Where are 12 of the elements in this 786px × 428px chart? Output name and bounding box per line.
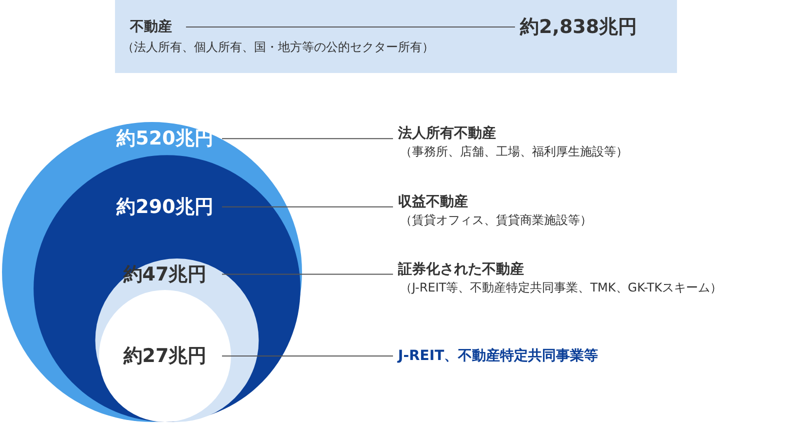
data-label: 約290兆円 <box>116 196 214 218</box>
text: （賃貸オフィス、賃貸商業施設等） <box>400 212 592 227</box>
text: （J-REIT等、不動産特定共同事業、TMK、GK-TKスキーム） <box>400 280 722 294</box>
category-label: 証券化された不動産 <box>397 260 524 278</box>
text: 不動産 <box>129 18 172 35</box>
text: （法人所有、個人所有、国・地方等の公的セクター所有） <box>122 40 434 54</box>
text: （事務所、店舗、工場、福利厚生施設等） <box>400 144 628 159</box>
text: 約2,838兆円 <box>519 16 638 38</box>
category-label: 法人所有不動産 <box>397 124 496 142</box>
category-label: J-REIT、不動産特定共同事業等 <box>397 347 598 364</box>
category-label: 収益不動産 <box>398 192 468 210</box>
data-label: 約27兆円 <box>122 345 207 367</box>
